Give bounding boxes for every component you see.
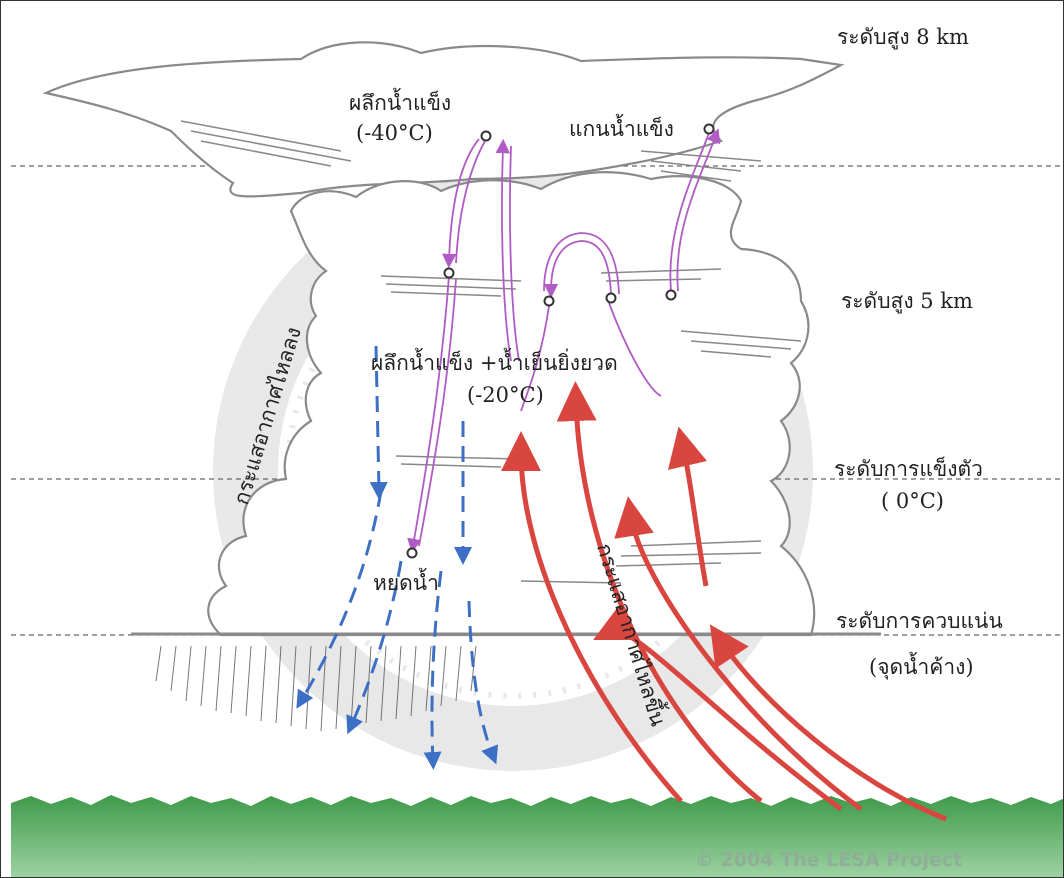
ground-grass (11, 795, 1063, 877)
ice-particle-paths (407, 128, 721, 554)
ice-crystal-label: ผลึกน้ำแข็ง (349, 91, 452, 115)
copyright-notice: © 2004 The LESA Project (695, 849, 963, 871)
ice-core-label: แกนน้ำแข็ง (569, 117, 674, 141)
level-5km-label: ระดับสูง 5 km (841, 289, 973, 313)
particle-nodes (406, 123, 715, 559)
mixed-temp-label: (-20°C) (467, 383, 544, 407)
freezing-level-label: ระดับการแข็งตัว (834, 457, 983, 481)
freezing-temp-label: ( 0°C) (881, 489, 944, 513)
ice-temp-label: (-40°C) (356, 121, 433, 145)
mixed-phase-label: ผลึกน้ำแข็ง +น้ำเย็นยิ่งยวด (371, 351, 618, 375)
downdraft-arrows (296, 345, 499, 770)
dew-point-label: (จุดน้ำค้าง) (869, 655, 974, 679)
condensation-level-label: ระดับการควบแน่น (836, 609, 1003, 633)
level-8km-label: ระดับสูง 8 km (837, 25, 969, 49)
cloud-shading (180, 120, 802, 584)
droplet-label: หยดน้ำ (373, 571, 439, 595)
updraft-arrows (501, 381, 947, 822)
